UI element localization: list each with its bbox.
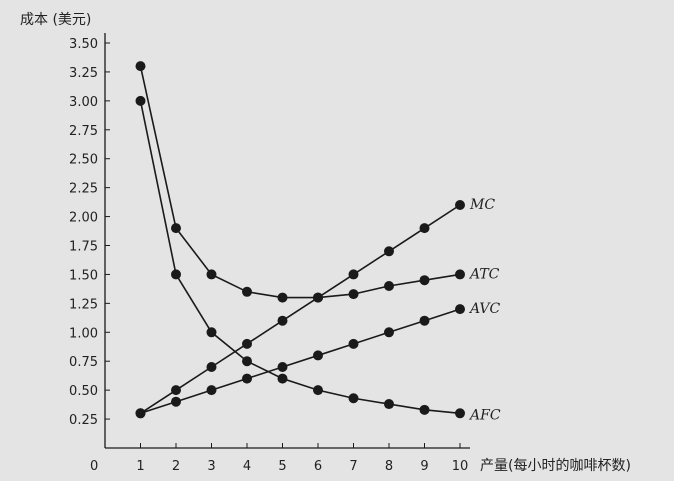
atc-point [135,61,146,72]
mc-label: MC [469,197,495,213]
y-tick-labels: 0.25 0.50 0.75 1.00 1.25 1.50 1.75 2.00 2.25 2.50… [69,37,110,428]
mc-point [384,246,394,257]
atc-point [171,223,181,234]
mc-point [277,315,288,326]
x-tick-label: 5 [278,459,286,474]
mc-point [419,223,430,234]
afc-point [171,269,181,280]
avc-point [277,362,288,372]
x-tick-label: 6 [314,459,322,474]
x-tick-label: 10 [452,459,469,474]
mc-point [171,385,181,396]
y-tick-label: 3.25 [69,66,98,81]
x-tick-label: 1 [136,459,144,474]
series-avc: AVC [135,301,501,419]
series-afc: AFC [135,95,501,423]
avc-line [140,308,461,415]
avc-point [455,304,465,315]
atc-point [348,289,359,300]
afc-point [348,393,359,404]
afc-point [419,404,430,415]
y-tick-label: 2.50 [69,153,98,168]
atc-point [384,281,394,291]
atc-point [419,275,430,286]
afc-point [277,373,288,384]
afc-label: AFC [468,407,501,423]
mc-point [348,269,359,280]
y-tick-label: 2.00 [69,211,98,226]
afc-point [206,327,217,338]
afc-line [139,100,461,415]
avc-label: AVC [468,301,501,317]
x-axis-title: 产量(每小时的咖啡杯数) [480,458,631,474]
y-tick-label: 2.75 [69,124,98,139]
afc-point [313,385,323,396]
y-tick-label: 1.25 [69,297,98,312]
mc-point [206,362,217,372]
mc-point [242,338,252,349]
atc-line [139,65,461,299]
y-tick-label: 1.00 [69,326,98,341]
afc-point [242,356,252,367]
atc-point [455,269,465,280]
series-mc: MC [135,197,495,419]
y-tick-label: 0.50 [69,384,98,399]
atc-label: ATC [468,266,500,282]
atc-point [313,292,323,303]
avc-point [419,315,430,326]
x-tick-label: 7 [349,459,357,474]
avc-point [135,408,146,419]
y-tick-label: 0.25 [69,413,98,428]
x-tick-label: 9 [420,459,428,474]
atc-point [206,269,217,280]
afc-point [455,408,465,419]
y-tick-label: 3.00 [69,95,98,110]
avc-point [242,373,252,384]
avc-point [348,338,359,349]
y-tick-label: 3.50 [69,37,98,52]
y-tick-label: 1.50 [69,268,98,283]
afc-point [384,399,394,410]
series-layer: MC ATC AVC AFC [135,61,501,423]
avc-point [171,396,181,407]
origin-label: 0 [90,459,98,474]
y-axis-title: 成本 (美元) [20,12,91,28]
atc-point [277,292,288,303]
x-tick-label: 4 [243,459,251,474]
atc-point [242,286,252,297]
y-tick-label: 0.75 [69,355,98,370]
avc-point [313,350,323,361]
afc-point [135,95,146,106]
mc-point [455,200,465,210]
x-tick-label: 2 [172,459,180,474]
axes [104,33,470,449]
y-tick-label: 1.75 [69,240,98,255]
avc-point [384,327,394,338]
series-atc: ATC [135,61,500,303]
avc-point [206,385,217,396]
x-tick-labels: 1 2 3 4 5 6 7 8 9 10 [136,443,468,474]
y-tick-label: 2.25 [69,182,98,197]
x-tick-label: 3 [207,459,215,474]
x-tick-label: 8 [385,459,393,474]
mc-line [140,204,461,414]
